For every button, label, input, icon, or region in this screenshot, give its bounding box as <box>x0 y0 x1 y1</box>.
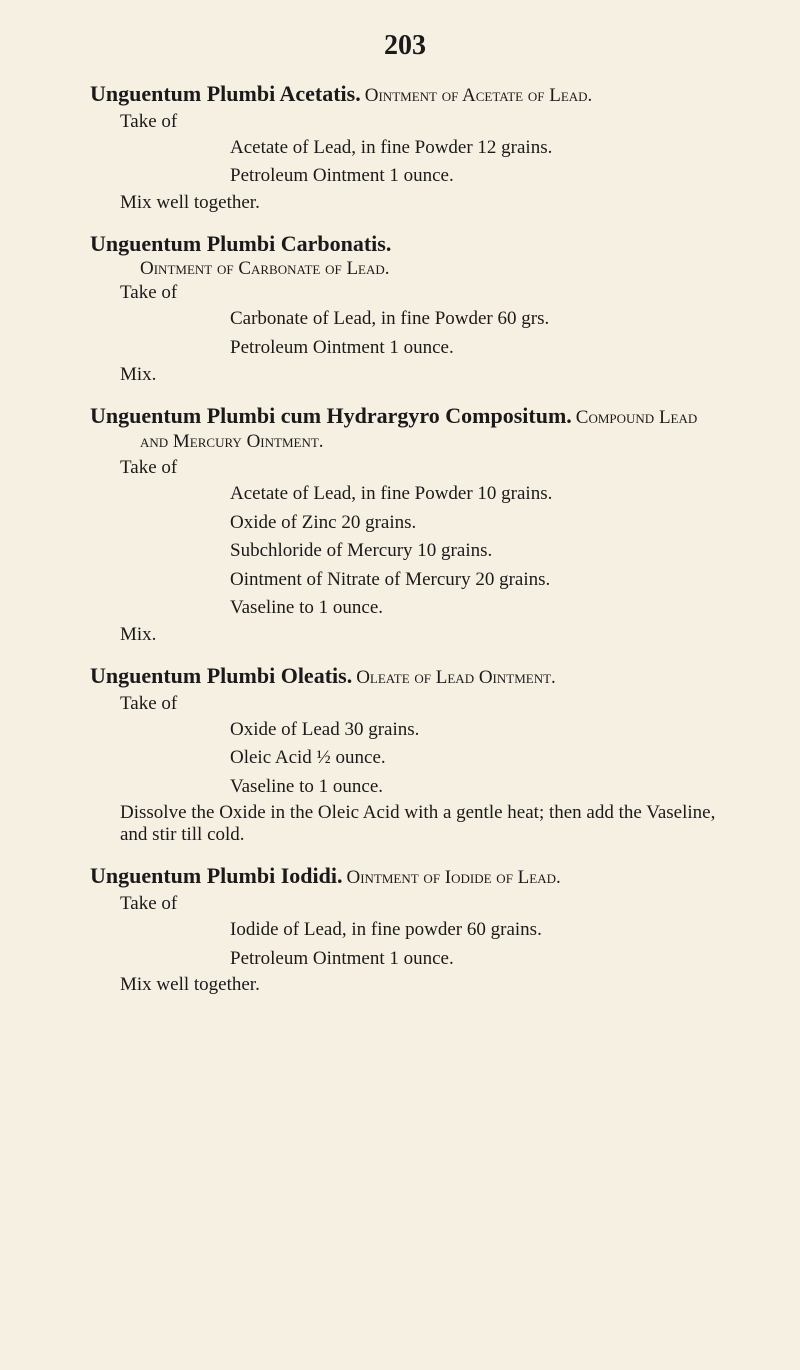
ingredient-line: Iodide of Lead, in fine powder 60 grains… <box>90 917 720 944</box>
mix-instruction: Mix well together. <box>90 192 720 214</box>
entry-title: Unguentum Plumbi Iodidi. <box>90 863 342 888</box>
entry-title: Unguentum Plumbi cum Hydrargyro Composit… <box>90 403 572 428</box>
ingredient-line: Petroleum Ointment 1 ounce. <box>90 163 720 190</box>
take-of-label: Take of <box>90 282 720 304</box>
instruction-text: Dissolve the Oxide in the Oleic Acid wit… <box>90 802 720 846</box>
formula-entry: Unguentum Plumbi Oleatis. Oleate of Lead… <box>90 662 720 846</box>
mix-instruction: Mix. <box>90 364 720 386</box>
ingredient-line: Subchloride of Mercury 10 grains. <box>90 538 720 565</box>
entry-title: Unguentum Plumbi Oleatis. <box>90 663 352 688</box>
take-of-label: Take of <box>90 457 720 479</box>
ingredient-line: Oleic Acid ½ ounce. <box>90 745 720 772</box>
ingredient-line: Petroleum Ointment 1 ounce. <box>90 335 720 362</box>
page-content: 203 Unguentum Plumbi Acetatis. Ointment … <box>0 0 800 1072</box>
entry-title: Unguentum Plumbi Acetatis. <box>90 81 361 106</box>
ingredient-line: Vaseline to 1 ounce. <box>90 774 720 801</box>
entry-subtitle: Oleate of Lead Ointment. <box>356 667 556 688</box>
formula-entry: Unguentum Plumbi Acetatis. Ointment of A… <box>90 80 720 214</box>
entry-heading: Unguentum Plumbi Iodidi. Ointment of Iod… <box>90 862 720 891</box>
ingredient-line: Carbonate of Lead, in fine Powder 60 grs… <box>90 306 720 333</box>
take-of-label: Take of <box>90 893 720 915</box>
ingredient-line: Ointment of Nitrate of Mercury 20 grains… <box>90 567 720 594</box>
entry-subtitle: Ointment of Acetate of Lead. <box>365 85 593 106</box>
entry-heading: Unguentum Plumbi Carbonatis. <box>90 230 720 259</box>
mix-instruction: Mix. <box>90 624 720 646</box>
ingredient-line: Acetate of Lead, in fine Powder 12 grain… <box>90 135 720 162</box>
entry-heading: Unguentum Plumbi Oleatis. Oleate of Lead… <box>90 662 720 691</box>
formula-entry: Unguentum Plumbi cum Hydrargyro Composit… <box>90 402 720 646</box>
ingredient-line: Petroleum Ointment 1 ounce. <box>90 946 720 973</box>
take-of-label: Take of <box>90 111 720 133</box>
entry-heading: Unguentum Plumbi Acetatis. Ointment of A… <box>90 80 720 109</box>
mix-instruction: Mix well together. <box>90 974 720 996</box>
entry-title: Unguentum Plumbi Carbonatis. <box>90 231 391 256</box>
entry-heading: Unguentum Plumbi cum Hydrargyro Composit… <box>90 402 720 455</box>
formula-entry: Unguentum Plumbi Iodidi. Ointment of Iod… <box>90 862 720 996</box>
ingredient-line: Oxide of Zinc 20 grains. <box>90 510 720 537</box>
page-number: 203 <box>90 30 720 62</box>
formula-entry: Unguentum Plumbi Carbonatis. Ointment of… <box>90 230 720 386</box>
entry-subtitle: Ointment of Carbonate of Lead. <box>90 258 720 280</box>
ingredient-line: Acetate of Lead, in fine Powder 10 grain… <box>90 481 720 508</box>
ingredient-line: Vaseline to 1 ounce. <box>90 595 720 622</box>
take-of-label: Take of <box>90 693 720 715</box>
ingredient-line: Oxide of Lead 30 grains. <box>90 717 720 744</box>
entry-subtitle: Ointment of Iodide of Lead. <box>346 867 560 888</box>
